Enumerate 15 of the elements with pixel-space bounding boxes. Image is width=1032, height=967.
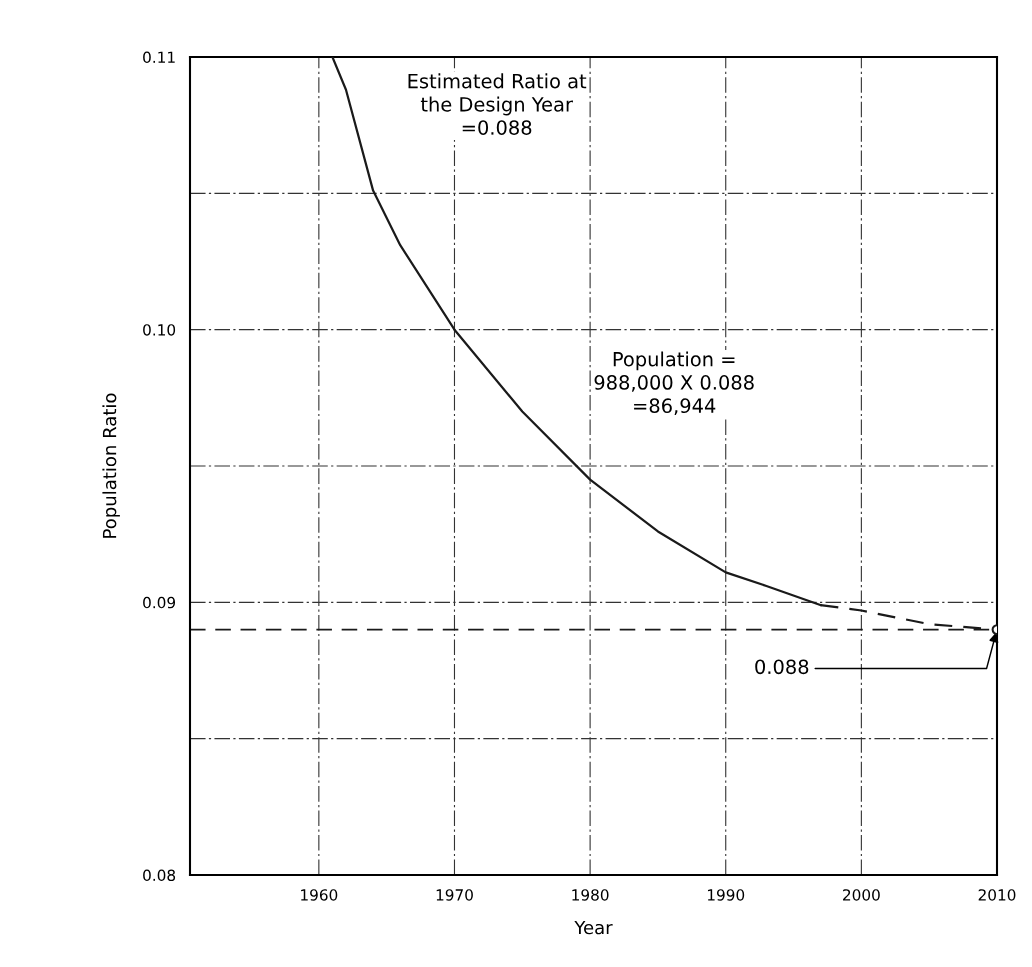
y-tick-label: 0.11 [143,51,175,64]
x-tick-label: 2010 [978,889,1016,901]
y-tick-label: 0.08 [143,869,176,882]
y-tick-label: 0.10 [143,324,176,336]
y-tick-label: 0.09 [143,596,176,609]
x-tick-label: 1980 [572,889,609,901]
x-tick-label: 1990 [707,889,745,901]
x-tick-label: 1960 [301,889,338,901]
annotation: Estimated Ratio at the Design Year =0.088 [408,73,587,135]
x-tick-label: 1970 [436,889,473,901]
x-axis-title: Year [574,920,613,935]
x-tick-label: 2000 [843,889,880,901]
annotation: 0.088 [755,659,809,675]
y-axis-title: Population Ratio [102,393,120,538]
annotation: Population = 988,000 X 0.088 =86,944 [594,351,754,416]
